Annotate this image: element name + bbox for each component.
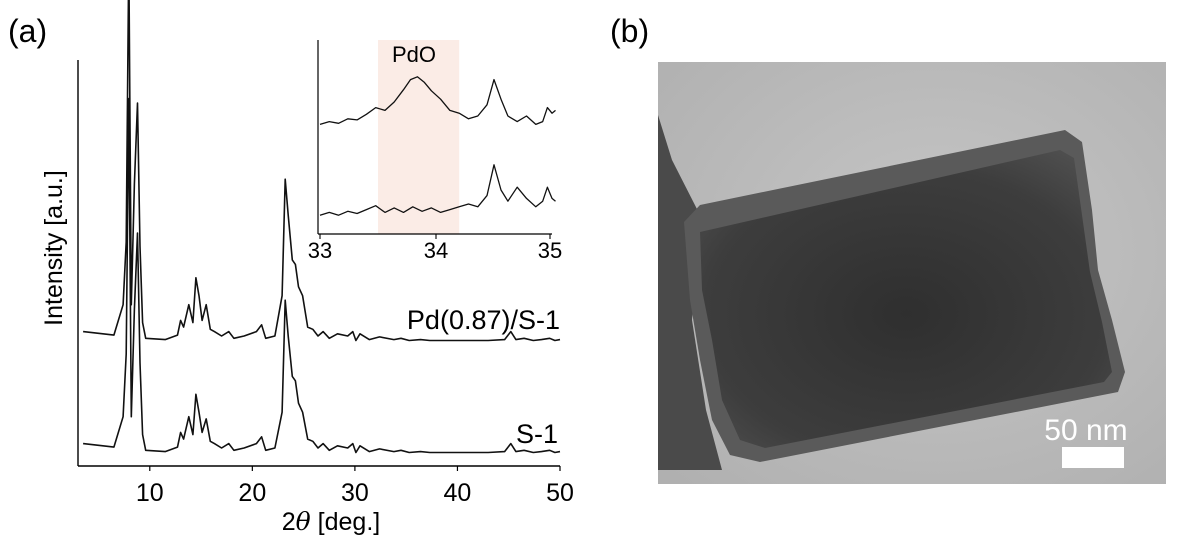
main-x-ticks: 10 20 30 40 50 (136, 466, 574, 507)
panel-b-label: (b) (610, 13, 649, 49)
main-x-tick-label: 10 (136, 479, 164, 507)
main-x-label: 2θ [deg.] (282, 507, 380, 536)
inset-line-s1 (319, 164, 556, 216)
pdo-label: PdO (392, 42, 436, 67)
main-series-group (83, 0, 561, 454)
pdo-highlight-band (378, 40, 460, 234)
inset-x-tick-label: 33 (308, 238, 332, 263)
main-x-tick-label: 30 (341, 479, 369, 507)
series-label-s1: S-1 (516, 419, 558, 449)
zeolite-crystal (700, 150, 1112, 448)
panel-a-label: (a) (8, 13, 47, 49)
series-label-pd: Pd(0.87)/S-1 (407, 305, 560, 335)
scale-bar-label: 50 nm (1044, 414, 1127, 447)
panel-a: (a) 10 20 30 40 50 Intensity [a.u.] 2θ [deg.… (8, 0, 574, 536)
scale-bar (1062, 447, 1124, 468)
main-x-tick-label: 50 (546, 479, 574, 507)
xrd-line-pd-s1 (83, 0, 561, 342)
inset-x-ticks: 33 34 35 (308, 234, 562, 263)
tem-image: 50 nm (658, 62, 1166, 484)
inset-x-tick-label: 34 (424, 238, 448, 263)
main-x-tick-label: 40 (444, 479, 472, 507)
main-x-tick-label: 20 (238, 479, 266, 507)
inset-chart: 33 34 35 PdO (308, 40, 562, 263)
xrd-line-s1 (83, 97, 561, 454)
main-y-label: Intensity [a.u.] (40, 170, 68, 326)
inset-line-pd-s1 (319, 76, 556, 126)
inset-series-group (319, 76, 556, 216)
inset-x-tick-label: 35 (538, 238, 562, 263)
panel-b: (b) 50 nm (610, 13, 1166, 484)
